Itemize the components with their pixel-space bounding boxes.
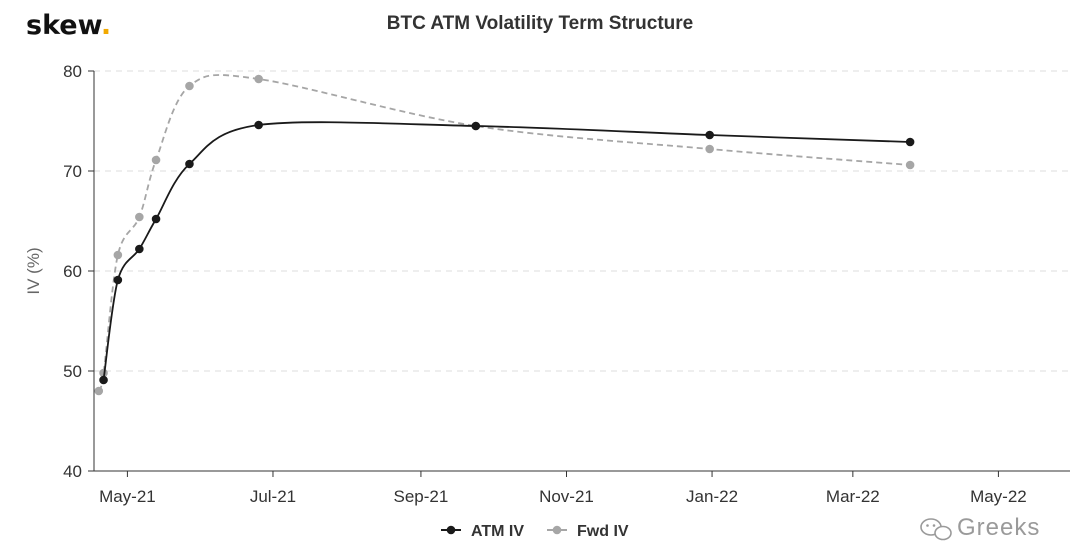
watermark: Greeks [920,514,1040,541]
x-tick-label: Jan-22 [686,487,738,506]
atm-iv-point [905,137,915,147]
logo-text: skew [26,10,102,41]
atm-iv-point [99,375,108,385]
legend-item-fwd-iv[interactable]: Fwd IV [547,523,629,540]
svg-text:skew.: skew. [26,10,111,41]
fwd-iv-point [94,386,104,396]
skew-logo: skew. [26,10,111,41]
x-tick-label: Mar-22 [826,487,880,506]
y-axis-ticks: 40 50 60 70 80 [63,62,94,481]
legend-swatch-marker [446,525,456,535]
y-tick-label: 40 [63,462,82,481]
fwd-iv-point [151,155,161,165]
chart-title: BTC ATM Volatility Term Structure [387,13,694,34]
y-tick-label: 60 [63,262,82,281]
atm-iv-point [185,159,194,169]
atm-iv-point [135,244,144,254]
atm-iv-point [471,121,481,131]
y-axis-label: IV (%) [24,247,43,294]
atm-iv-point [113,275,123,285]
series-lines [94,74,915,396]
fwd-iv-point [705,144,714,154]
legend-item-atm-iv[interactable]: ATM IV [441,523,524,540]
fwd-iv-point [905,160,915,170]
fwd-iv-line [97,74,911,392]
x-tick-label: Sep-21 [394,487,449,506]
y-tick-label: 80 [63,62,82,81]
fwd-iv-point [99,368,108,378]
watermark-text: Greeks [957,514,1040,541]
x-tick-label: May-21 [99,487,156,506]
y-tick-label: 70 [63,162,82,181]
fwd-iv-point [254,74,263,84]
atm-iv-line [102,121,911,381]
legend-swatch-marker [552,525,562,535]
x-tick-label: Nov-21 [539,487,594,506]
atm-iv-point [151,214,161,224]
legend[interactable]: ATM IV Fwd IV [441,523,629,540]
fwd-iv-point [135,212,144,222]
atm-iv-point [254,120,263,130]
atm-iv-point [705,130,714,140]
y-tick-label: 50 [63,362,82,381]
logo-dot: . [101,10,111,41]
fwd-iv-point [113,250,123,260]
legend-label: Fwd IV [577,523,629,540]
gridlines [94,70,1070,372]
legend-label: ATM IV [471,523,524,540]
fwd-iv-point [185,81,194,91]
x-tick-label: May-22 [970,487,1027,506]
wechat-icon [920,518,952,541]
axes [93,71,1070,472]
x-tick-label: Jul-21 [250,487,296,506]
x-axis-ticks: May-21 Jul-21 Sep-21 Nov-21 Jan-22 Mar-22 May-… [99,471,1027,506]
